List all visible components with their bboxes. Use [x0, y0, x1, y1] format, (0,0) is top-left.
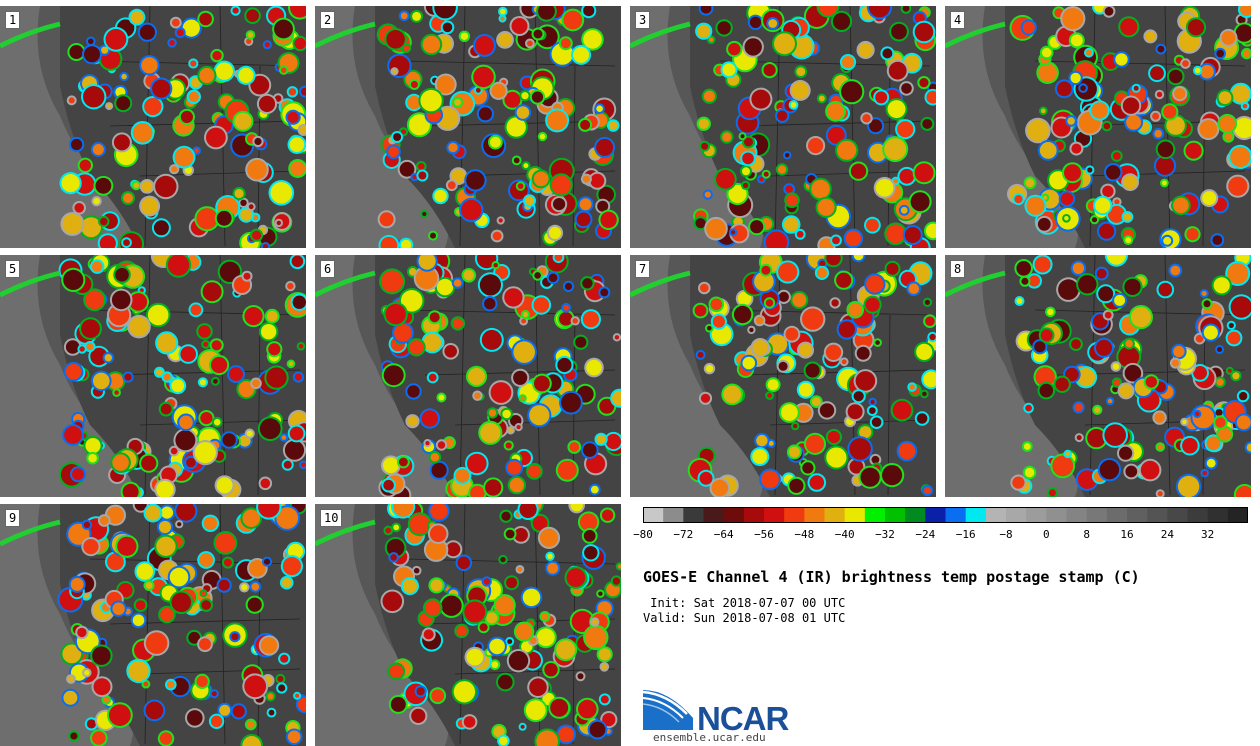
panel-label-6: 6 [320, 260, 336, 278]
ir-map-5 [0, 255, 306, 497]
stamp-panel-5: 5 [0, 255, 306, 497]
panel-label-10: 10 [320, 509, 343, 527]
colorbar-tick-label: 16 [1120, 528, 1134, 541]
colorbar-swatch [1207, 507, 1229, 523]
figure-title: GOES-E Channel 4 (IR) brightness temp po… [643, 568, 1140, 586]
colorbar-swatch [703, 507, 725, 523]
colorbar-swatch [864, 507, 886, 523]
colorbar-tick-label: −80 [633, 528, 653, 541]
colorbar-border [643, 507, 1248, 523]
stamp-panel-8: 8 [945, 255, 1251, 497]
source-url: ensemble.ucar.edu [653, 731, 766, 744]
stamp-panel-1: 1 [0, 6, 306, 248]
stamp-panel-4: 4 [945, 6, 1251, 248]
colorbar-swatch [985, 507, 1007, 523]
colorbar-tick-label: 0 [1043, 528, 1050, 541]
panel-label-1: 1 [5, 11, 21, 29]
colorbar-swatch [1026, 507, 1047, 523]
ir-map-9 [0, 504, 306, 746]
ncar-logo-text: NCAR [697, 700, 789, 737]
ir-map-6 [315, 255, 621, 497]
stamp-panel-10: 10 [315, 504, 621, 746]
colorbar-swatch [824, 507, 846, 523]
colorbar-swatch [764, 507, 785, 523]
stamp-panel-7: 7 [630, 255, 936, 497]
colorbar-swatch [643, 507, 664, 523]
ncar-logo-icon [643, 690, 693, 730]
stamp-panel-6: 6 [315, 255, 621, 497]
stamp-panel-3: 3 [630, 6, 936, 248]
colorbar-swatch [804, 507, 825, 523]
colorbar-swatch [905, 507, 926, 523]
stamp-panel-2: 2 [315, 6, 621, 248]
colorbar-swatch [1106, 507, 1128, 523]
colorbar-tick-label: 24 [1160, 528, 1174, 541]
colorbar-swatch [1046, 507, 1067, 523]
colorbar-tick-label: −32 [875, 528, 895, 541]
colorbar-tick-label: −40 [834, 528, 855, 541]
temperature-colorbar [643, 507, 1248, 523]
colorbar-tick-labels: −80 −72 −64 −56 −48 −40 −32 −24 −16 −8 0 8 16 24 32 [633, 528, 1248, 542]
colorbar-tick-label: 8 [1083, 528, 1090, 541]
colorbar-swatch [1147, 507, 1168, 523]
colorbar-swatch [885, 507, 906, 523]
panel-label-9: 9 [5, 509, 21, 527]
ir-map-2 [315, 6, 621, 248]
colorbar-tick-label: −16 [955, 528, 976, 541]
colorbar-swatch [945, 507, 967, 523]
ir-map-10 [315, 504, 621, 746]
colorbar-swatch [784, 507, 805, 523]
ir-map-1 [0, 6, 306, 248]
colorbar-tick-label: 32 [1201, 528, 1215, 541]
init-time: Init: Sat 2018-07-07 00 UTC [643, 596, 846, 610]
colorbar-tick-label: −56 [754, 528, 774, 541]
ir-map-3 [630, 6, 936, 248]
valid-time: Valid: Sun 2018-07-08 01 UTC [643, 611, 846, 625]
colorbar-swatch [1066, 507, 1088, 523]
colorbar-swatch [1167, 507, 1188, 523]
stamp-panel-9: 9 [0, 504, 306, 746]
colorbar-swatch [1086, 507, 1108, 523]
colorbar-tick-label: −24 [915, 528, 936, 541]
colorbar-swatch [1187, 507, 1209, 523]
colorbar-swatch [663, 507, 684, 523]
panel-label-4: 4 [950, 11, 966, 29]
ir-map-4 [945, 6, 1251, 248]
panel-label-7: 7 [635, 260, 651, 278]
ir-map-7 [630, 255, 936, 497]
ir-map-8 [945, 255, 1251, 497]
colorbar-tick-label: −64 [713, 528, 734, 541]
colorbar-swatch [844, 507, 866, 523]
colorbar-swatch [723, 507, 745, 523]
panel-label-5: 5 [5, 260, 21, 278]
panel-label-8: 8 [950, 260, 966, 278]
colorbar-swatch [743, 507, 765, 523]
colorbar-tick-label: −72 [673, 528, 694, 541]
panel-label-3: 3 [635, 11, 651, 29]
colorbar-tick-label: −8 [999, 528, 1013, 541]
colorbar-swatch [1127, 507, 1148, 523]
colorbar-swatch [1006, 507, 1027, 523]
panel-label-2: 2 [320, 11, 336, 29]
colorbar-swatch [1227, 507, 1248, 523]
colorbar-swatch [683, 507, 704, 523]
colorbar-swatch [965, 507, 987, 523]
colorbar-swatch [925, 507, 946, 523]
colorbar-tick-label: −48 [794, 528, 815, 541]
